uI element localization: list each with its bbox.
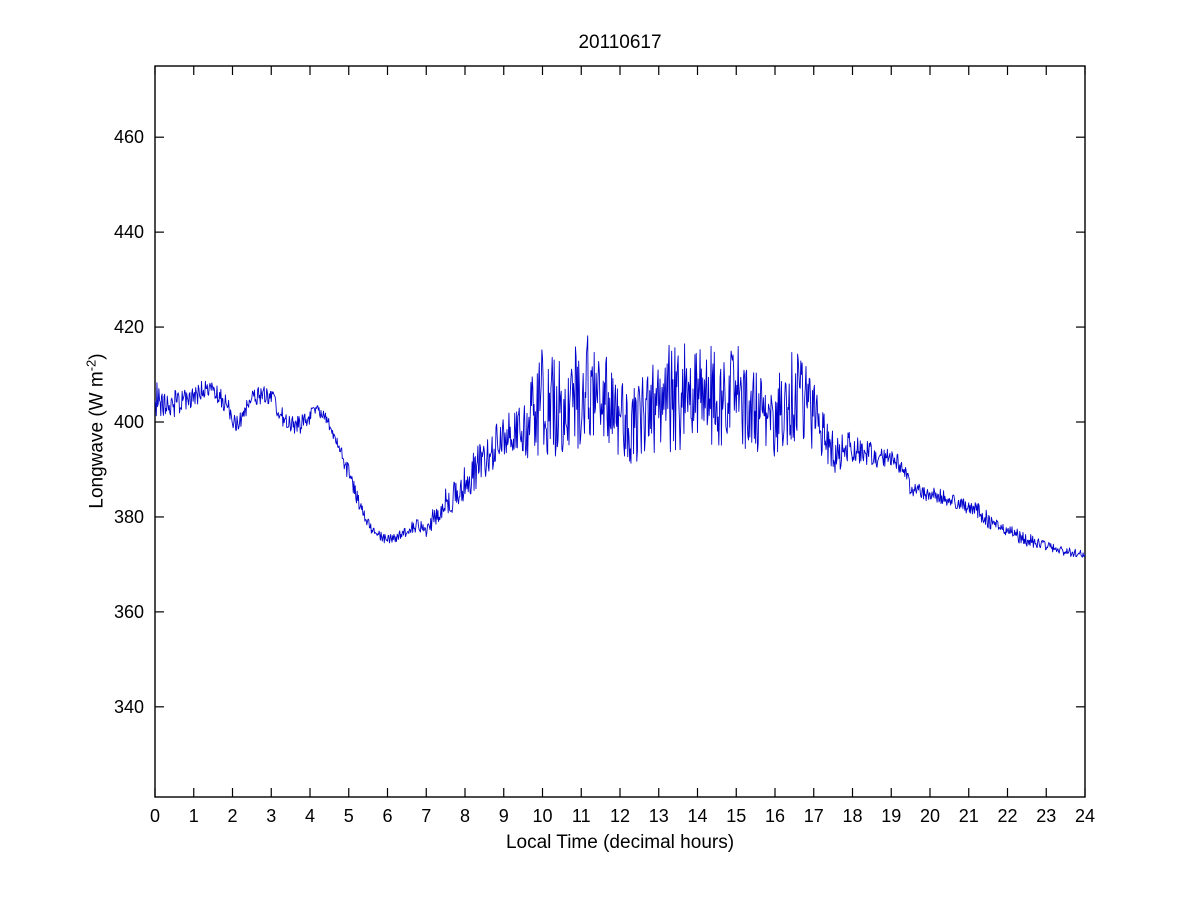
x-tick-label: 17 <box>804 806 824 826</box>
x-tick-label: 19 <box>881 806 901 826</box>
y-tick-label: 380 <box>114 507 144 527</box>
y-tick-label: 420 <box>114 317 144 337</box>
x-tick-label: 21 <box>959 806 979 826</box>
x-tick-label: 13 <box>649 806 669 826</box>
x-tick-label: 12 <box>610 806 630 826</box>
x-tick-label: 15 <box>726 806 746 826</box>
x-tick-label: 6 <box>382 806 392 826</box>
chart-title: 20110617 <box>578 32 662 53</box>
x-tick-label: 7 <box>421 806 431 826</box>
x-tick-label: 5 <box>344 806 354 826</box>
x-tick-label: 18 <box>842 806 862 826</box>
x-tick-label: 3 <box>266 806 276 826</box>
y-axis-label-superscript: -2 <box>83 359 99 372</box>
x-tick-label: 22 <box>997 806 1017 826</box>
y-tick-label: 440 <box>114 222 144 242</box>
x-tick-label: 9 <box>499 806 509 826</box>
x-tick-label: 20 <box>920 806 940 826</box>
y-tick-label: 400 <box>114 412 144 432</box>
y-axis-label: Longwave (W m-2) <box>84 353 109 508</box>
y-tick-label: 460 <box>114 127 144 147</box>
x-tick-label: 16 <box>765 806 785 826</box>
y-axis-label-suffix: ) <box>86 353 108 360</box>
x-tick-label: 14 <box>687 806 707 826</box>
x-tick-label: 24 <box>1075 806 1095 826</box>
x-tick-label: 10 <box>532 806 552 826</box>
x-tick-label: 11 <box>572 806 591 826</box>
x-tick-label: 0 <box>150 806 160 826</box>
longwave-series-line <box>154 335 1086 558</box>
y-tick-label: 340 <box>114 697 144 717</box>
x-tick-label: 2 <box>227 806 237 826</box>
y-tick-label: 360 <box>114 602 144 622</box>
y-axis-label-prefix: Longwave (W m <box>86 371 108 509</box>
x-axis-label: Local Time (decimal hours) <box>505 832 735 853</box>
x-tick-label: 23 <box>1036 806 1056 826</box>
x-tick-label: 8 <box>460 806 470 826</box>
x-tick-label: 4 <box>305 806 315 826</box>
x-tick-label: 1 <box>189 806 199 826</box>
